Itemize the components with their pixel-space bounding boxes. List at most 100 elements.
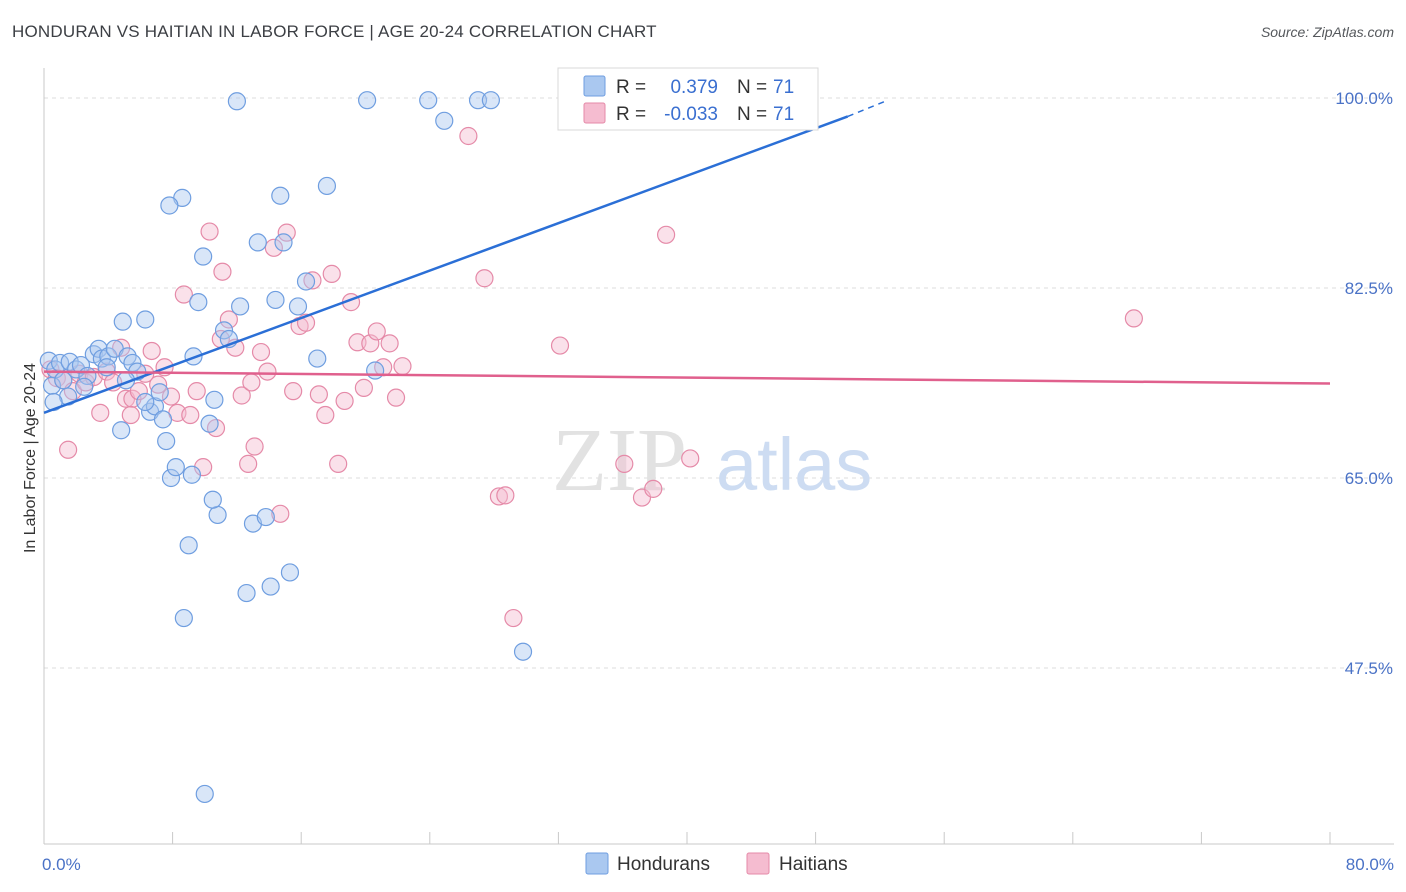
- haitian-point: [309, 385, 328, 404]
- haitian-point: [219, 310, 238, 329]
- haitian-point: [496, 486, 515, 505]
- haitian-point: [1124, 309, 1143, 328]
- haitian-point: [284, 382, 303, 401]
- honduran-point: [89, 339, 108, 358]
- honduran-point: [468, 91, 488, 110]
- bottom-legend-label-haitians: Haitians: [779, 854, 848, 875]
- y-tick-label: 82.5%: [1345, 279, 1393, 298]
- honduran-point: [280, 563, 300, 582]
- x-tick-label-max: 80.0%: [1346, 855, 1394, 874]
- haitian-point: [504, 608, 523, 628]
- honduran-point: [317, 176, 337, 196]
- honduran-point: [189, 293, 208, 312]
- legend-r-value-hondurans: 0.379: [670, 77, 718, 98]
- honduran-point: [136, 310, 155, 329]
- haitian-point: [245, 437, 264, 456]
- haitian-point: [657, 225, 676, 244]
- chart-title: HONDURAN VS HAITIAN IN LABOR FORCE | AGE…: [12, 22, 657, 41]
- honduran-point: [308, 349, 327, 368]
- haitian-point: [232, 386, 251, 405]
- haitian-point: [277, 223, 296, 242]
- watermark-atlas: atlas: [716, 423, 872, 506]
- haitian-point: [149, 375, 168, 394]
- source-credit: Source: ZipAtlas.com: [1260, 24, 1394, 40]
- haitian-point: [174, 285, 193, 304]
- x-tick-label-min: 0.0%: [42, 855, 81, 874]
- haitian-point: [142, 341, 161, 361]
- hondurans-trend-extension: [847, 99, 889, 118]
- haitian-point: [335, 391, 354, 411]
- honduran-point: [71, 355, 91, 375]
- honduran-point: [157, 431, 176, 451]
- haitian-point: [161, 387, 181, 406]
- bottom-legend-swatch-hondurans: [585, 852, 609, 875]
- bottom-legend-label-hondurans: Hondurans: [617, 854, 710, 875]
- series-legend: Hondurans Haitians: [585, 852, 848, 875]
- honduran-point: [227, 92, 246, 111]
- x-axis-ticks: [43, 832, 1331, 844]
- y-tick-label: 47.5%: [1345, 659, 1393, 678]
- honduran-point: [160, 196, 179, 215]
- honduran-point: [203, 490, 222, 509]
- honduran-point: [435, 111, 454, 130]
- hondurans-points: [39, 91, 726, 804]
- haitian-point: [303, 271, 322, 290]
- haitian-point: [475, 269, 494, 288]
- legend-n-label-hondurans: N =: [737, 77, 767, 98]
- honduran-point: [136, 392, 155, 412]
- honduran-point: [271, 186, 290, 205]
- haitian-point: [489, 487, 509, 506]
- haitian-point: [213, 262, 232, 281]
- honduran-point: [112, 421, 131, 440]
- honduran-point: [75, 377, 94, 396]
- haitian-point: [316, 405, 335, 425]
- haitian-point: [239, 454, 258, 473]
- honduran-point: [214, 321, 234, 340]
- legend-r-label-hondurans: R =: [616, 77, 646, 98]
- haitian-point: [258, 362, 277, 381]
- haitian-point: [459, 126, 478, 146]
- honduran-point: [200, 414, 219, 433]
- haitian-point: [251, 342, 271, 362]
- honduran-point: [208, 505, 227, 525]
- honduran-point: [513, 642, 533, 661]
- legend-swatch-hondurans: [583, 75, 606, 97]
- honduran-point: [60, 352, 79, 371]
- haitian-point: [393, 357, 412, 376]
- haitians-trend-line: [43, 370, 1331, 385]
- honduran-point: [256, 507, 275, 527]
- honduran-point: [205, 390, 224, 409]
- haitian-point: [354, 378, 373, 397]
- haitian-point: [121, 405, 140, 425]
- legend-n-value-hondurans: 71: [773, 77, 794, 98]
- honduran-point: [248, 233, 267, 252]
- hondurans-trend-line: [43, 115, 849, 415]
- legend-n-value-haitians: 71: [773, 104, 794, 125]
- haitian-point: [264, 238, 283, 257]
- haitian-point: [348, 333, 367, 352]
- y-tick-label: 100.0%: [1335, 89, 1393, 108]
- haitian-point: [91, 403, 110, 422]
- honduran-point: [231, 297, 250, 316]
- legend-n-label-haitians: N =: [737, 104, 767, 125]
- haitian-point: [386, 388, 406, 407]
- haitian-point: [322, 264, 341, 283]
- honduran-point: [237, 583, 256, 603]
- y-tick-label: 65.0%: [1345, 469, 1393, 488]
- haitian-point: [329, 454, 348, 473]
- honduran-point: [358, 91, 377, 110]
- haitian-point: [380, 334, 399, 353]
- legend-r-value-haitians: -0.033: [664, 104, 718, 125]
- haitian-point: [271, 504, 290, 523]
- watermark-zip: ZIP: [552, 411, 687, 510]
- trend-lines: [43, 99, 1331, 415]
- honduran-point: [296, 272, 316, 291]
- haitian-point: [615, 454, 634, 473]
- legend-swatch-haitians: [583, 102, 606, 124]
- haitian-point: [242, 373, 261, 392]
- honduran-point: [366, 361, 385, 380]
- haitian-point: [200, 222, 219, 241]
- honduran-point: [153, 410, 173, 429]
- honduran-point: [195, 784, 214, 804]
- bottom-legend-swatch-haitians: [746, 852, 770, 875]
